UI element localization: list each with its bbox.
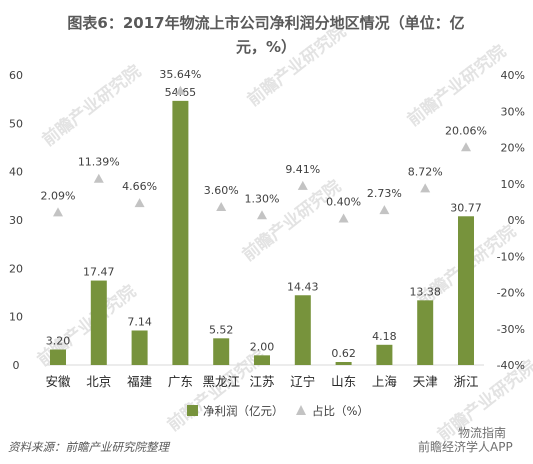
bar	[213, 338, 230, 365]
share-marker	[134, 198, 145, 208]
share-marker	[461, 142, 471, 152]
bar	[90, 280, 107, 365]
left-axis-tick-label: 60	[9, 69, 23, 82]
share-marker	[93, 173, 104, 183]
category-label: 安徽	[45, 374, 71, 389]
right-axis-tick-label: 30%	[501, 105, 525, 118]
left-axis-tick-label: 40	[9, 166, 23, 179]
share-value-label: 9.41%	[285, 163, 320, 176]
bar-value-label: 13.38	[409, 285, 441, 298]
bar	[254, 355, 270, 365]
category-label: 北京	[86, 374, 111, 389]
bar	[50, 349, 66, 365]
share-value-label: 20.06%	[445, 124, 487, 137]
category-label: 江苏	[249, 374, 274, 389]
watermark-account-label: 物流指南	[458, 425, 506, 440]
watermark-text: 前瞻产业研究院	[38, 61, 145, 151]
bar	[335, 362, 352, 365]
share-value-labels: 2.09% 11.39%4.66% 35.64% 3.60% 1.30% 9.41% 0.4…	[41, 68, 487, 209]
bar-value-label: 17.47	[83, 266, 115, 279]
bar-value-label: 30.77	[450, 201, 482, 214]
share-value-label: 4.66%	[122, 180, 157, 193]
bar	[458, 216, 474, 365]
bar	[172, 100, 189, 365]
category-label: 天津	[413, 374, 438, 389]
share-marker	[379, 205, 390, 215]
category-label: 辽宁	[290, 374, 315, 389]
category-label: 山东	[331, 374, 356, 389]
share-marker	[338, 213, 349, 223]
bar-value-label: 7.14	[127, 315, 152, 328]
category-label: 广东	[168, 374, 193, 389]
right-axis-tick-label: 40%	[501, 69, 525, 82]
legend: 净利润（亿元） 占比（%）	[187, 404, 369, 418]
watermark-text: 前瞻产业研究院	[243, 21, 350, 111]
source-note: 资料来源：前瞻产业研究院整理	[8, 440, 170, 454]
bar-value-label: 2.00	[250, 340, 275, 353]
bar-value-label: 5.52	[209, 323, 234, 336]
left-axis-tick-label: 50	[9, 117, 23, 130]
bar-value-label: 14.43	[287, 280, 319, 293]
watermark-text: 前瞻产业研究院	[33, 281, 140, 371]
share-value-label: 8.72%	[408, 165, 443, 178]
share-marker	[216, 201, 227, 211]
bar-value-label: 3.20	[46, 335, 71, 348]
share-value-label: 2.09%	[41, 189, 76, 202]
watermark-text: 前瞻产业研究院	[403, 41, 510, 131]
right-axis-tick-label: 10%	[501, 178, 525, 191]
bar-series	[50, 100, 474, 365]
share-value-label: 2.73%	[367, 187, 402, 200]
share-marker	[297, 180, 308, 190]
legend-triangle-icon	[296, 405, 306, 415]
category-label: 黑龙江	[202, 374, 240, 389]
share-marker	[175, 85, 186, 95]
bar	[294, 295, 311, 365]
share-marker	[420, 183, 431, 193]
left-axis: 0 10 20 30 40 50 60	[9, 69, 23, 372]
legend-item-share: 占比（%）	[312, 404, 369, 418]
legend-bar-swatch	[187, 405, 198, 416]
chart-title-line1: 图表6：2017年物流上市公司净利润分地区情况（单位：亿	[67, 14, 464, 32]
left-axis-tick-label: 20	[9, 262, 23, 275]
category-label: 上海	[372, 374, 398, 389]
share-marker	[257, 210, 267, 220]
left-axis-tick-label: 10	[9, 311, 23, 324]
bar	[376, 344, 393, 365]
share-value-label: 35.64%	[159, 68, 201, 81]
right-axis-tick-label: -30%	[497, 323, 525, 336]
share-marker	[53, 207, 63, 217]
category-label: 福建	[127, 374, 153, 389]
share-value-label: 3.60%	[204, 184, 239, 197]
share-value-label: 0.40%	[326, 196, 361, 209]
left-axis-tick-label: 0	[13, 359, 20, 372]
right-axis-tick-label: 20%	[501, 142, 525, 155]
bar	[417, 300, 434, 365]
right-axis: -40% -30% -20% -10% 0% 10% 20% 30% 40%	[497, 69, 525, 372]
right-axis-tick-label: -40%	[497, 359, 525, 372]
share-marker-series	[53, 85, 471, 223]
right-axis-tick-label: -20%	[497, 287, 525, 300]
bar	[131, 330, 148, 365]
watermark-app-label: 前瞻经济学人APP	[418, 439, 513, 454]
category-label: 浙江	[453, 374, 478, 389]
right-axis-tick-label: -10%	[497, 250, 525, 263]
share-value-label: 1.30%	[245, 192, 280, 205]
left-axis-tick-label: 30	[9, 214, 23, 227]
chart-title-line2: 元，%）	[236, 38, 296, 56]
bar-value-label: 4.18	[372, 330, 397, 343]
right-axis-tick-label: 0%	[508, 214, 525, 227]
watermark-text: 前瞻产业研究院	[238, 176, 345, 266]
legend-item-bar: 净利润（亿元）	[203, 404, 284, 418]
bar-value-label: 0.62	[331, 347, 356, 360]
category-labels: 安徽 北京 福建 广东 黑龙江 江苏 辽宁 山东 上海 天津 浙江	[45, 374, 478, 389]
share-value-label: 11.39%	[78, 156, 120, 169]
